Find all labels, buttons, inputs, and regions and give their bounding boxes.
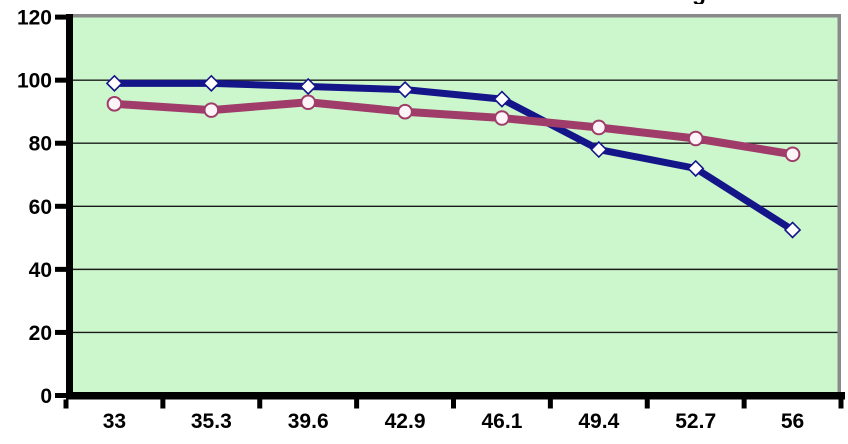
series-2-maroon-circle-marker-35.3 (203, 102, 220, 118)
title-descender-glyph: g (692, 0, 720, 4)
x-tick-5 (547, 399, 553, 409)
series-1-navy-diamond-marker-33 (105, 74, 124, 92)
series-1-navy-diamond-marker-42.9 (396, 80, 414, 99)
series-1-navy-diamond-marker-49.4 (590, 140, 608, 159)
plot-border-right (837, 14, 841, 392)
x-tick-label-33: 33 (103, 410, 126, 433)
x-tick-label-39.6: 39.6 (288, 410, 329, 433)
x-tick-label-52.7: 52.7 (675, 410, 716, 433)
y-tick-label-20: 20 (29, 322, 52, 345)
y-tick-100 (55, 77, 66, 83)
y-tick-40 (55, 266, 66, 272)
y-tick-label-60: 60 (29, 196, 52, 219)
series-1-navy-diamond-marker-39.6 (299, 77, 317, 96)
y-tick-20 (55, 329, 66, 335)
x-tick-1 (160, 399, 166, 409)
x-tick-label-35.3: 35.3 (191, 410, 232, 433)
series-2-maroon-circle-marker-46.1 (494, 110, 510, 126)
cropped-title-text-fragment: g (692, 0, 720, 4)
y-tick-label-100: 100 (17, 70, 52, 93)
x-tick-3 (354, 399, 360, 409)
x-tick-2 (257, 399, 263, 409)
y-tick-label-80: 80 (29, 133, 52, 156)
y-tick-0 (55, 393, 66, 398)
x-tick-6 (644, 399, 650, 409)
x-tick-4 (451, 399, 456, 409)
series-2-maroon-circle-marker-52.7 (687, 130, 704, 147)
y-tick-120 (55, 14, 66, 20)
y-tick-label-40: 40 (29, 259, 52, 282)
x-tick-8 (838, 399, 844, 409)
plot-area-background (73, 17, 839, 392)
series-2-maroon-circle-marker-42.9 (397, 103, 413, 120)
x-tick-7 (741, 399, 747, 409)
series-2-maroon-circle-marker-56 (784, 146, 801, 163)
series-1-navy-diamond-marker-46.1 (493, 90, 511, 108)
x-tick-label-42.9: 42.9 (385, 410, 426, 433)
x-tick-label-49.4: 49.4 (578, 410, 619, 433)
plot-border-top (73, 14, 841, 18)
y-tick-80 (55, 140, 66, 146)
series-2-maroon-circle-marker-39.6 (300, 94, 316, 111)
y-tick-label-0: 0 (40, 385, 52, 408)
x-tick-0 (63, 399, 69, 409)
series-1-navy-diamond-marker-52.7 (687, 159, 705, 178)
series-2-maroon-circle-marker-33 (106, 96, 123, 112)
series-1-navy-diamond-marker-56 (783, 221, 802, 239)
series-1-navy-diamond-marker-35.3 (202, 74, 220, 92)
y-tick-label-120: 120 (17, 7, 52, 30)
x-tick-label-56: 56 (781, 410, 804, 433)
series-2-maroon-circle-line (110, 98, 797, 159)
x-axis-line (66, 392, 845, 400)
y-axis-line (66, 14, 73, 400)
series-1-navy-diamond-line (110, 79, 797, 234)
y-tick-60 (55, 203, 66, 209)
series-2-maroon-circle-marker-49.4 (591, 119, 607, 136)
x-tick-label-46.1: 46.1 (482, 410, 523, 433)
